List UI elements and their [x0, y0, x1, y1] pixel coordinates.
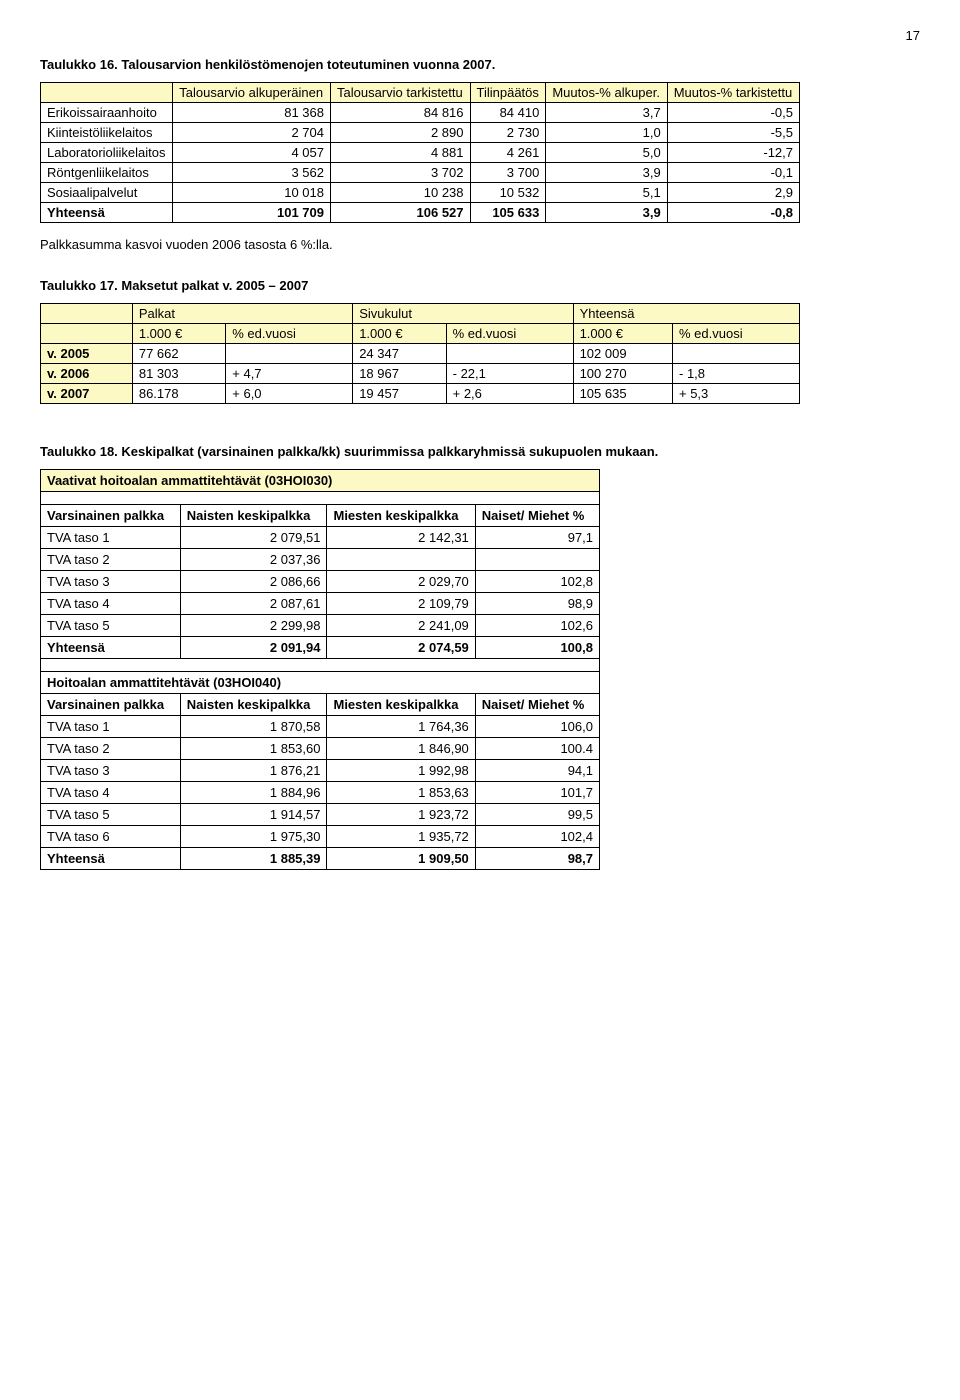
- table-row: TVA taso 12 079,512 142,3197,1: [41, 527, 600, 549]
- t16-h0: [41, 83, 173, 103]
- t17-sh3: 1.000 €: [353, 324, 446, 344]
- table-row: TVA taso 31 876,211 992,9894,1: [41, 760, 600, 782]
- t18-s1-title: Vaativat hoitoalan ammattitehtävät (03HO…: [41, 470, 600, 492]
- t18-s2-h1: Naisten keskipalkka: [180, 694, 327, 716]
- t17-gh2: Sivukulut: [353, 304, 573, 324]
- t18-s1-h1: Naisten keskipalkka: [180, 505, 327, 527]
- table-row: Kiinteistöliikelaitos 2 704 2 890 2 730 …: [41, 123, 800, 143]
- t17-gh3: Yhteensä: [573, 304, 799, 324]
- table-row: TVA taso 21 853,601 846,90100.4: [41, 738, 600, 760]
- table-row: v. 2005 77 662 24 347 102 009: [41, 344, 800, 364]
- t17-sh4: % ed.vuosi: [446, 324, 573, 344]
- t16-h5: Muutos-% tarkistettu: [667, 83, 799, 103]
- t16-h4: Muutos-% alkuper.: [546, 83, 667, 103]
- t17-sh6: % ed.vuosi: [673, 324, 800, 344]
- table18-title: Taulukko 18. Keskipalkat (varsinainen pa…: [40, 444, 920, 459]
- table-row-total: Yhteensä 101 709 106 527 105 633 3,9 -0,…: [41, 203, 800, 223]
- table-row: v. 2006 81 303 + 4,7 18 967 - 22,1 100 2…: [41, 364, 800, 384]
- t16-h1: Talousarvio alkuperäinen: [173, 83, 331, 103]
- table-row: TVA taso 32 086,662 029,70102,8: [41, 571, 600, 593]
- table-row: TVA taso 11 870,581 764,36106,0: [41, 716, 600, 738]
- table-row: Laboratorioliikelaitos 4 057 4 881 4 261…: [41, 143, 800, 163]
- paragraph-after-16: Palkkasumma kasvoi vuoden 2006 tasosta 6…: [40, 237, 920, 252]
- table-row: TVA taso 41 884,961 853,63101,7: [41, 782, 600, 804]
- t18-s2-h2: Miesten keskipalkka: [327, 694, 475, 716]
- t17-sh2: % ed.vuosi: [226, 324, 353, 344]
- t16-h2: Talousarvio tarkistettu: [330, 83, 470, 103]
- t17-sh5: 1.000 €: [573, 324, 672, 344]
- t17-sh1: 1.000 €: [132, 324, 225, 344]
- table-row: TVA taso 22 037,36: [41, 549, 600, 571]
- table-row: TVA taso 42 087,612 109,7998,9: [41, 593, 600, 615]
- table17-title: Taulukko 17. Maksetut palkat v. 2005 – 2…: [40, 278, 920, 293]
- t16-h3: Tilinpäätös: [470, 83, 546, 103]
- table-row-total: Yhteensä2 091,942 074,59100,8: [41, 637, 600, 659]
- table-row: v. 2007 86.178 + 6,0 19 457 + 2,6 105 63…: [41, 384, 800, 404]
- t17-sh0: [41, 324, 133, 344]
- table17: Palkat Sivukulut Yhteensä 1.000 € % ed.v…: [40, 303, 800, 404]
- t17-gh1: Palkat: [132, 304, 352, 324]
- page-number: 17: [40, 28, 920, 43]
- table-row: Röntgenliikelaitos 3 562 3 702 3 700 3,9…: [41, 163, 800, 183]
- t18-s1-h0: Varsinainen palkka: [41, 505, 181, 527]
- t18-s1-h2: Miesten keskipalkka: [327, 505, 475, 527]
- t18-s2-h3: Naiset/ Miehet %: [475, 694, 599, 716]
- table-row: Erikoissairaanhoito 81 368 84 816 84 410…: [41, 103, 800, 123]
- table-row-total: Yhteensä1 885,391 909,5098,7: [41, 848, 600, 870]
- table-row: Sosiaalipalvelut 10 018 10 238 10 532 5,…: [41, 183, 800, 203]
- t18-s1-h3: Naiset/ Miehet %: [475, 505, 599, 527]
- table16-title: Taulukko 16. Talousarvion henkilöstömeno…: [40, 57, 920, 72]
- table16: Talousarvio alkuperäinen Talousarvio tar…: [40, 82, 800, 223]
- table-row: TVA taso 51 914,571 923,7299,5: [41, 804, 600, 826]
- table-row: TVA taso 52 299,982 241,09102,6: [41, 615, 600, 637]
- t18-s2-h0: Varsinainen palkka: [41, 694, 181, 716]
- t18-s2-title: Hoitoalan ammattitehtävät (03HOI040): [41, 672, 600, 694]
- table-row: TVA taso 61 975,301 935,72102,4: [41, 826, 600, 848]
- t17-gh0: [41, 304, 133, 324]
- table18: Vaativat hoitoalan ammattitehtävät (03HO…: [40, 469, 600, 870]
